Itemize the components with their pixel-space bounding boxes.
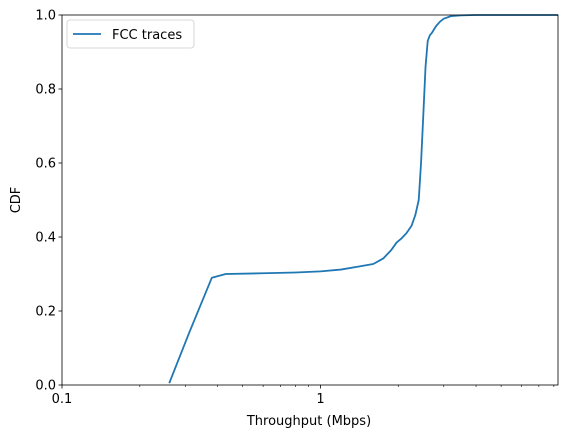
y-tick-label: 0.0: [35, 379, 56, 394]
x-tick-label: 0.1: [52, 392, 73, 407]
series-line-fcc-traces: [168, 14, 558, 384]
plot-frame: [61, 14, 559, 386]
legend-label-fcc-traces: FCC traces: [112, 28, 182, 43]
y-tick-label: 0.2: [35, 305, 56, 320]
y-tick-label: 1.0: [35, 9, 56, 24]
tick-layer: 0.0 0.2 0.4 0.6 0.8 1.0 0.1 1: [35, 9, 555, 407]
x-axis-label: Throughput (Mbps): [246, 414, 371, 429]
y-tick-label: 0.6: [35, 157, 56, 172]
y-tick-label: 0.8: [35, 83, 56, 98]
legend-box: [66, 19, 195, 49]
legend: FCC traces: [66, 19, 195, 49]
y-axis-label: CDF: [9, 187, 24, 214]
y-tick-label: 0.4: [35, 231, 56, 246]
x-tick-label: 1: [316, 392, 324, 407]
